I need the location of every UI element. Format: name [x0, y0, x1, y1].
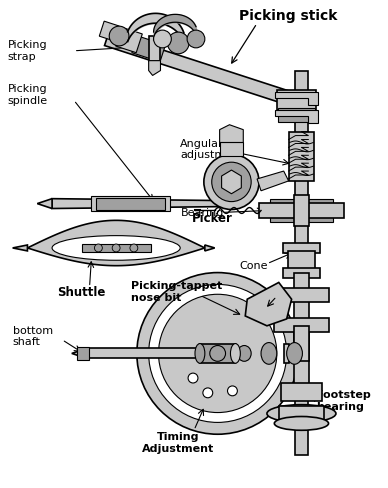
Ellipse shape	[52, 236, 180, 260]
Bar	[288, 251, 315, 273]
Bar	[294, 71, 308, 455]
Circle shape	[137, 273, 298, 434]
Text: Picking-tappet
nose bit: Picking-tappet nose bit	[131, 282, 222, 303]
Bar	[270, 199, 333, 223]
Polygon shape	[205, 245, 215, 251]
Bar	[294, 326, 309, 361]
Polygon shape	[132, 36, 165, 62]
Polygon shape	[277, 90, 316, 110]
Polygon shape	[220, 125, 243, 142]
Polygon shape	[72, 348, 87, 358]
Text: Shuttle: Shuttle	[57, 286, 106, 299]
Text: Picking
spindle: Picking spindle	[8, 84, 48, 106]
Polygon shape	[275, 110, 318, 123]
Polygon shape	[104, 32, 315, 113]
Ellipse shape	[237, 346, 251, 361]
Polygon shape	[116, 27, 142, 53]
Circle shape	[94, 244, 102, 252]
Text: Picking stick: Picking stick	[239, 9, 338, 23]
Text: Timing
Adjustment: Timing Adjustment	[142, 432, 214, 454]
Text: Footstep
bearing: Footstep bearing	[316, 390, 371, 411]
Polygon shape	[87, 348, 200, 358]
Circle shape	[203, 388, 213, 398]
Bar	[96, 198, 165, 209]
Text: bottom
shaft: bottom shaft	[13, 326, 53, 347]
Bar	[294, 273, 309, 292]
Polygon shape	[28, 221, 205, 265]
Text: Angular
adjustment: Angular adjustment	[180, 139, 244, 160]
Ellipse shape	[287, 343, 302, 364]
Circle shape	[204, 154, 259, 209]
Circle shape	[167, 32, 189, 54]
Text: Cone: Cone	[239, 261, 268, 271]
Bar	[81, 244, 151, 252]
Circle shape	[130, 244, 138, 252]
Circle shape	[227, 386, 237, 396]
Bar	[149, 36, 161, 61]
Bar	[77, 346, 88, 360]
Bar	[294, 195, 309, 226]
Polygon shape	[222, 170, 241, 194]
Bar	[200, 344, 236, 363]
Polygon shape	[149, 61, 161, 76]
Bar	[279, 406, 324, 424]
Text: Picking
strap: Picking strap	[8, 40, 47, 61]
Bar	[259, 203, 344, 218]
Bar	[281, 383, 322, 401]
Circle shape	[149, 285, 287, 423]
Circle shape	[112, 244, 120, 252]
Ellipse shape	[267, 405, 336, 423]
Polygon shape	[37, 199, 52, 208]
Text: Bearing: Bearing	[181, 208, 225, 219]
Polygon shape	[52, 199, 227, 208]
Circle shape	[154, 30, 171, 48]
Polygon shape	[99, 21, 119, 41]
Ellipse shape	[230, 344, 240, 363]
Bar	[283, 243, 320, 253]
Circle shape	[188, 373, 198, 383]
Ellipse shape	[195, 344, 205, 363]
Bar	[289, 132, 314, 181]
Polygon shape	[245, 283, 292, 326]
Circle shape	[159, 294, 277, 412]
Polygon shape	[13, 245, 28, 251]
Bar	[283, 267, 320, 278]
Bar	[274, 288, 329, 302]
Text: Picker: Picker	[192, 212, 233, 225]
Polygon shape	[284, 344, 289, 363]
Circle shape	[109, 26, 129, 46]
Bar	[92, 196, 170, 211]
Circle shape	[212, 162, 251, 202]
Ellipse shape	[274, 416, 329, 430]
Circle shape	[187, 30, 205, 48]
Circle shape	[210, 346, 225, 361]
Bar	[274, 318, 329, 332]
Ellipse shape	[261, 343, 277, 364]
Polygon shape	[278, 108, 315, 122]
Polygon shape	[257, 171, 289, 191]
Polygon shape	[275, 92, 318, 105]
Bar	[220, 142, 243, 156]
Bar	[294, 292, 309, 391]
